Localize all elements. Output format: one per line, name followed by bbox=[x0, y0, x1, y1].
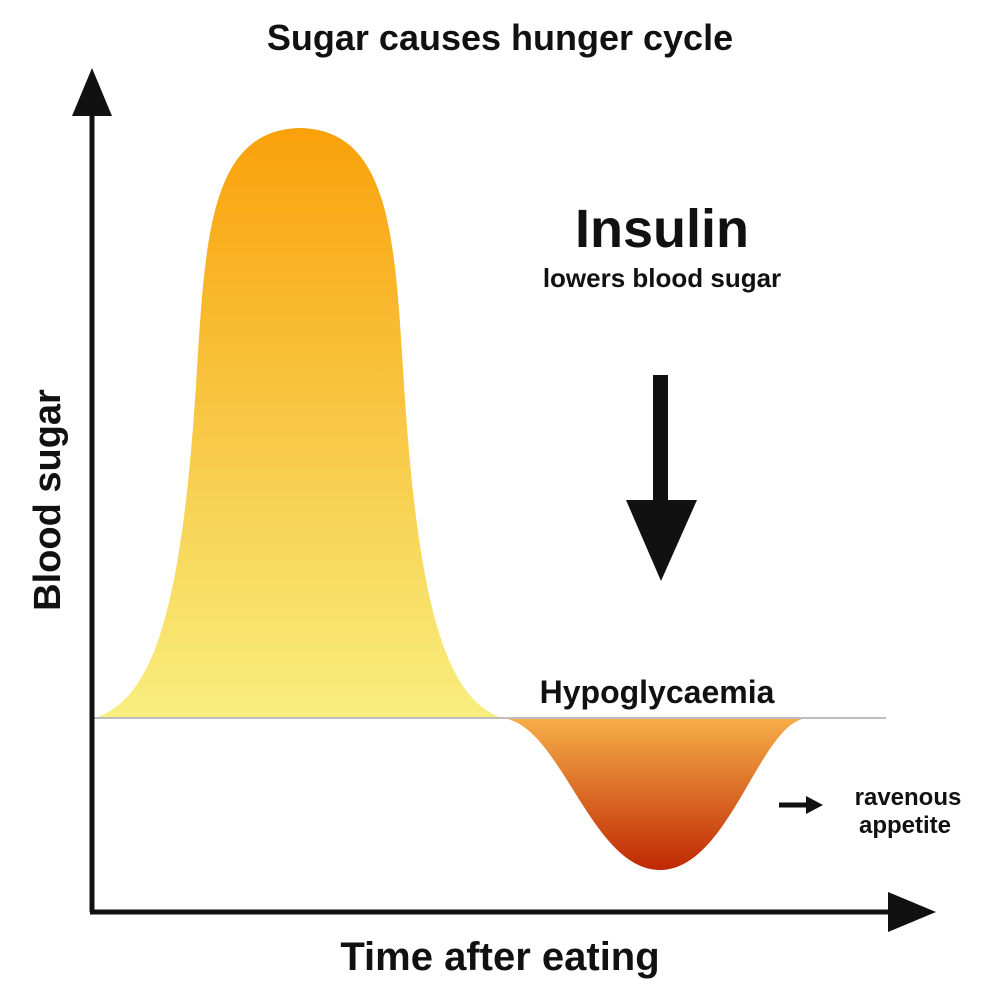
hypoglycaemia-dip bbox=[500, 718, 808, 870]
appetite-label-line1: ravenous bbox=[855, 784, 962, 811]
y-axis-label: Blood sugar bbox=[27, 389, 69, 611]
insulin-heading: Insulin bbox=[575, 199, 749, 259]
blood-sugar-peak bbox=[95, 128, 502, 718]
down-arrow-icon bbox=[626, 375, 697, 581]
insulin-subtext: lowers blood sugar bbox=[543, 263, 781, 293]
x-axis-arrowhead-icon bbox=[888, 892, 936, 932]
y-axis-arrowhead-icon bbox=[72, 68, 112, 116]
y-axis bbox=[72, 68, 112, 912]
hypoglycaemia-label: Hypoglycaemia bbox=[540, 674, 775, 710]
x-axis-label: Time after eating bbox=[340, 935, 659, 979]
diagram-title: Sugar causes hunger cycle bbox=[267, 17, 733, 58]
right-arrow-icon bbox=[779, 796, 823, 814]
appetite-label-line2: appetite bbox=[859, 812, 951, 839]
x-axis bbox=[90, 892, 936, 932]
